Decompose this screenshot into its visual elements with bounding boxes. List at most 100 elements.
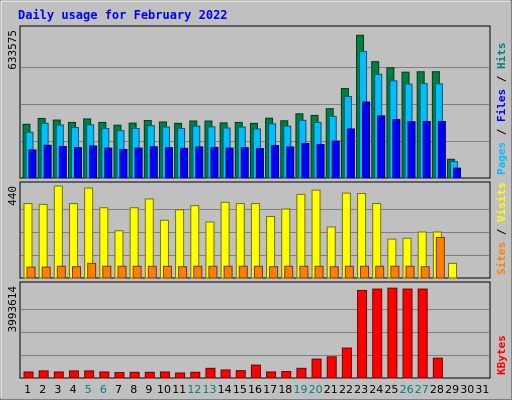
- bar-sites-day-21: [329, 266, 339, 279]
- bar-sites-day-7: [117, 265, 127, 279]
- tick-label-day-8: 8: [130, 383, 137, 396]
- bar-kbytes-day-22: [341, 347, 352, 379]
- tick-label-day-17: 17: [263, 383, 277, 396]
- bar-kbytes-day-21: [326, 356, 337, 379]
- bar-kbytes-day-7: [114, 372, 125, 379]
- bar-kbytes-day-28: [432, 357, 443, 379]
- bar-sites-day-23: [360, 265, 370, 279]
- bar-sites-day-3: [56, 265, 66, 279]
- bar-sites-day-4: [71, 266, 81, 279]
- tick-label-day-11: 11: [172, 383, 186, 396]
- bar-pages-day-27: [422, 120, 431, 179]
- bar-kbytes-day-13: [205, 367, 216, 379]
- bar-pages-day-10: [164, 147, 173, 179]
- tick-label-day-16: 16: [248, 383, 262, 396]
- panel-hits-files-pages: 633575 Pages / Files / Hits: [6, 25, 508, 179]
- bar-visits-day-29: [448, 262, 458, 279]
- bar-pages-day-23: [362, 101, 371, 179]
- bar-kbytes-day-4: [68, 370, 79, 379]
- bar-kbytes-day-26: [402, 288, 413, 379]
- bar-visits-day-19: [296, 193, 306, 279]
- bar-kbytes-day-27: [417, 288, 428, 379]
- tick-label-day-19: 19: [293, 383, 307, 396]
- bar-pages-day-7: [119, 149, 128, 179]
- bar-pages-day-26: [407, 121, 416, 179]
- bar-kbytes-day-3: [53, 371, 64, 379]
- panel-visits-sites: 440 Sites / Visits: [6, 181, 508, 279]
- tick-label-day-14: 14: [218, 383, 232, 396]
- bar-sites-day-2: [41, 266, 51, 279]
- bar-pages-day-24: [377, 115, 386, 179]
- bar-visits-day-23: [357, 193, 367, 279]
- tick-label-day-29: 29: [445, 383, 459, 396]
- tick-label-day-18: 18: [278, 383, 292, 396]
- tick-label-day-5: 5: [85, 383, 92, 396]
- bar-pages-day-12: [195, 146, 204, 179]
- bar-pages-day-25: [392, 119, 401, 179]
- legend-entry-visits: Visits: [495, 182, 508, 222]
- bar-sites-day-10: [162, 265, 172, 279]
- bar-sites-day-1: [26, 266, 36, 279]
- bar-pages-day-2: [43, 144, 52, 179]
- bar-kbytes-day-2: [38, 370, 49, 379]
- bar-sites-day-15: [238, 265, 248, 279]
- bar-pages-day-8: [134, 147, 143, 179]
- tick-label-day-7: 7: [115, 383, 122, 396]
- bar-pages-day-19: [301, 142, 310, 179]
- tick-label-day-21: 21: [324, 383, 338, 396]
- bar-kbytes-day-16: [250, 364, 261, 379]
- tick-label-day-1: 1: [24, 383, 31, 396]
- bar-sites-day-20: [314, 265, 324, 279]
- bar-sites-day-22: [344, 265, 354, 279]
- bar-pages-day-5: [89, 145, 98, 179]
- legend-entry-sites: Sites: [495, 242, 508, 275]
- tick-label-day-26: 26: [400, 383, 414, 396]
- tick-label-day-15: 15: [233, 383, 247, 396]
- bar-kbytes-day-9: [144, 371, 155, 379]
- tick-label-day-24: 24: [369, 383, 383, 396]
- bar-pages-day-15: [240, 147, 249, 179]
- series-pages: [28, 101, 462, 179]
- tick-label-day-9: 9: [145, 383, 152, 396]
- bar-kbytes-day-18: [281, 371, 292, 379]
- bar-sites-day-12: [193, 265, 203, 279]
- legend-separator: /: [495, 69, 508, 89]
- bar-pages-day-1: [28, 149, 37, 179]
- bar-pages-day-20: [316, 144, 325, 179]
- bar-pages-day-17: [271, 145, 280, 179]
- legend-entry-pages: Pages: [495, 142, 508, 175]
- max-label-kbytes: 3993614: [6, 286, 19, 333]
- bar-kbytes-day-8: [129, 371, 140, 379]
- bar-sites-day-5: [87, 262, 97, 279]
- bar-visits-day-3: [53, 185, 63, 279]
- tick-label-day-27: 27: [415, 383, 429, 396]
- bar-sites-day-27: [420, 266, 430, 279]
- series-sites: [26, 236, 445, 279]
- bar-kbytes-day-5: [84, 370, 95, 379]
- bar-pages-day-13: [210, 146, 219, 179]
- bar-sites-day-28: [435, 236, 445, 279]
- bar-kbytes-day-15: [235, 370, 246, 379]
- bar-kbytes-day-17: [266, 371, 277, 379]
- bar-sites-day-6: [102, 265, 112, 279]
- bar-pages-day-4: [73, 147, 82, 179]
- tick-label-day-25: 25: [384, 383, 398, 396]
- bar-sites-day-9: [147, 265, 157, 279]
- bar-visits-day-20: [311, 189, 321, 279]
- legend-visits-sites: Sites / Visits: [495, 182, 508, 275]
- tick-label-day-22: 22: [339, 383, 353, 396]
- bar-pages-day-9: [149, 146, 158, 179]
- tick-label-day-20: 20: [309, 383, 323, 396]
- tick-label-day-10: 10: [157, 383, 171, 396]
- bar-kbytes-day-1: [23, 371, 34, 379]
- tick-label-day-28: 28: [430, 383, 444, 396]
- bar-sites-day-16: [253, 265, 263, 279]
- bar-sites-day-25: [390, 265, 400, 279]
- tick-label-day-31: 31: [475, 383, 489, 396]
- bar-pages-day-21: [331, 140, 340, 179]
- bar-sites-day-17: [269, 266, 279, 279]
- bar-kbytes-day-11: [175, 372, 186, 379]
- tick-label-day-6: 6: [100, 383, 107, 396]
